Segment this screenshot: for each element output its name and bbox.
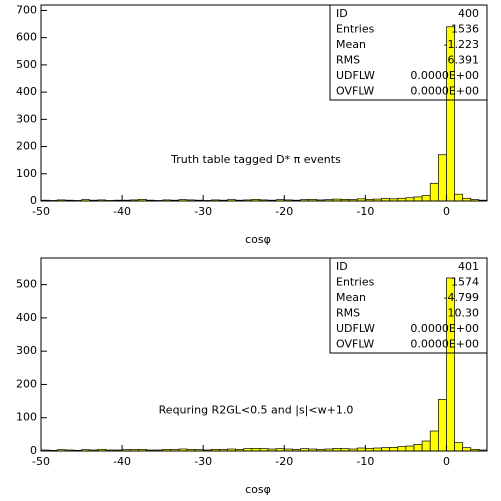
bar bbox=[405, 445, 415, 452]
stats-label: OVFLW bbox=[336, 84, 374, 97]
bar bbox=[429, 430, 439, 452]
bar bbox=[421, 440, 431, 452]
x-tick-label: -50 bbox=[32, 205, 50, 218]
y-tick-label: 600 bbox=[16, 31, 37, 44]
y-tick-label: 300 bbox=[16, 112, 37, 125]
stats-value: 0.0000E+00 bbox=[410, 69, 479, 82]
stats-value: 10.30 bbox=[448, 306, 480, 319]
stats-value: -1.223 bbox=[444, 38, 479, 51]
stats-value: -4.799 bbox=[444, 291, 479, 304]
bar bbox=[389, 446, 399, 452]
bar bbox=[397, 446, 407, 452]
stats-value: 0.0000E+00 bbox=[410, 337, 479, 350]
y-tick-label: 200 bbox=[16, 377, 37, 390]
bar bbox=[413, 196, 423, 202]
stats-label: ID bbox=[336, 7, 348, 20]
x-tick-label: -30 bbox=[194, 455, 212, 468]
stats-value: 1536 bbox=[451, 22, 479, 35]
x-tick-label: -40 bbox=[113, 455, 131, 468]
y-tick-label: 500 bbox=[16, 278, 37, 291]
stats-value: 0.0000E+00 bbox=[410, 84, 479, 97]
bar bbox=[454, 193, 464, 202]
stats-label: Mean bbox=[336, 291, 366, 304]
y-tick-label: 0 bbox=[30, 194, 37, 207]
bar bbox=[437, 399, 447, 452]
x-tick-label: -10 bbox=[356, 205, 374, 218]
x-tick-label: -30 bbox=[194, 205, 212, 218]
stats-label: UDFLW bbox=[336, 69, 375, 82]
plot-frame bbox=[40, 257, 488, 452]
stats-label: UDFLW bbox=[336, 322, 375, 335]
annotation: Truth table tagged D* π events bbox=[170, 153, 341, 166]
stats-label: ID bbox=[336, 260, 348, 273]
y-tick-label: 500 bbox=[16, 58, 37, 71]
annotation: Requring R2GL<0.5 and |s|<w+1.0 bbox=[159, 403, 354, 416]
x-tick-label: 0 bbox=[443, 455, 450, 468]
stats-label: Entries bbox=[336, 275, 375, 288]
y-tick-label: 200 bbox=[16, 140, 37, 153]
y-tick-label: 300 bbox=[16, 344, 37, 357]
bar bbox=[437, 154, 447, 202]
x-tick-label: -10 bbox=[356, 455, 374, 468]
plot-frame bbox=[40, 4, 488, 202]
y-tick-label: 400 bbox=[16, 311, 37, 324]
stats-value: 1574 bbox=[451, 275, 479, 288]
x-axis-label: cosφ bbox=[245, 483, 271, 496]
stats-value: 0.0000E+00 bbox=[410, 322, 479, 335]
x-tick-label: -20 bbox=[275, 205, 293, 218]
bar bbox=[413, 443, 423, 452]
stats-value: 400 bbox=[458, 7, 479, 20]
stats-label: Entries bbox=[336, 22, 375, 35]
stats-value: 401 bbox=[458, 260, 479, 273]
x-axis-label: cosφ bbox=[245, 233, 271, 246]
stats-label: OVFLW bbox=[336, 337, 374, 350]
bar bbox=[446, 277, 455, 452]
x-tick-label: -40 bbox=[113, 205, 131, 218]
stats-label: RMS bbox=[336, 53, 360, 66]
bar bbox=[454, 442, 464, 452]
bar bbox=[429, 182, 439, 202]
y-tick-label: 100 bbox=[16, 167, 37, 180]
y-tick-label: 100 bbox=[16, 411, 37, 424]
y-tick-label: 700 bbox=[16, 3, 37, 16]
stats-value: 6.391 bbox=[448, 53, 480, 66]
stats-box bbox=[329, 4, 488, 101]
y-tick-label: 0 bbox=[30, 444, 37, 457]
bar bbox=[421, 195, 431, 202]
stats-box bbox=[329, 257, 488, 354]
stats-label: RMS bbox=[336, 306, 360, 319]
x-tick-label: 0 bbox=[443, 205, 450, 218]
stats-label: Mean bbox=[336, 38, 366, 51]
x-tick-label: -20 bbox=[275, 455, 293, 468]
y-tick-label: 400 bbox=[16, 85, 37, 98]
x-tick-label: -50 bbox=[32, 455, 50, 468]
